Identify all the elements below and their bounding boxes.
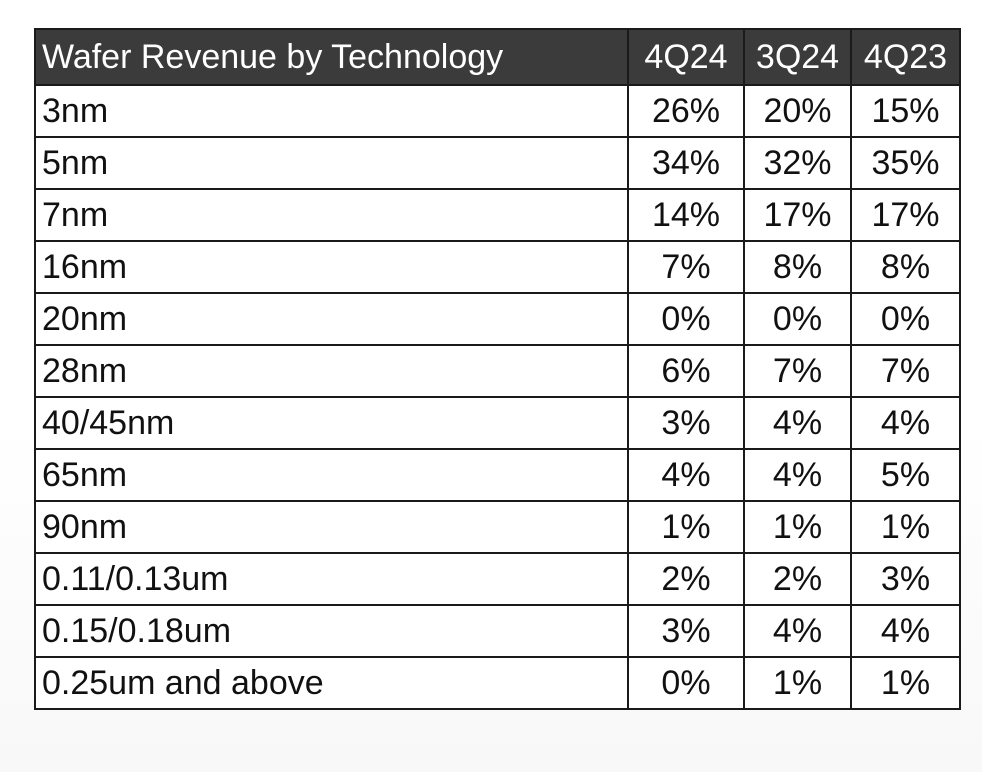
column-header-4q23: 4Q23 [850,28,961,86]
column-header-3q24: 3Q24 [743,28,852,86]
row-label: 3nm [34,84,629,138]
cell-4q23: 5% [850,448,961,502]
table-row: 90nm 1% 1% 1% [34,500,961,554]
wafer-revenue-table: Wafer Revenue by Technology 4Q24 3Q24 4Q… [34,28,961,710]
cell-4q23: 17% [850,188,961,242]
row-label: 90nm [34,500,629,554]
cell-4q23: 7% [850,344,961,398]
table-row: 40/45nm 3% 4% 4% [34,396,961,450]
cell-4q23: 4% [850,396,961,450]
table-body: 3nm 26% 20% 15% 5nm 34% 32% 35% 7nm 14% 17% 17% 16nm… [34,84,961,710]
cell-4q23: 35% [850,136,961,190]
cell-4q23: 15% [850,84,961,138]
cell-4q24: 6% [627,344,745,398]
table-row: 7nm 14% 17% 17% [34,188,961,242]
cell-4q24: 14% [627,188,745,242]
cell-4q24: 7% [627,240,745,294]
cell-4q24: 26% [627,84,745,138]
cell-4q23: 0% [850,292,961,346]
cell-4q24: 0% [627,292,745,346]
table-row: 0.15/0.18um 3% 4% 4% [34,604,961,658]
cell-4q24: 1% [627,500,745,554]
cell-3q24: 7% [743,344,852,398]
table-row: 16nm 7% 8% 8% [34,240,961,294]
cell-3q24: 32% [743,136,852,190]
row-label: 20nm [34,292,629,346]
cell-3q24: 4% [743,448,852,502]
cell-4q24: 3% [627,396,745,450]
row-label: 65nm [34,448,629,502]
table-row: 5nm 34% 32% 35% [34,136,961,190]
table-row: 28nm 6% 7% 7% [34,344,961,398]
cell-3q24: 8% [743,240,852,294]
cell-3q24: 0% [743,292,852,346]
cell-3q24: 17% [743,188,852,242]
row-label: 40/45nm [34,396,629,450]
table-row: 0.25um and above 0% 1% 1% [34,656,961,710]
cell-3q24: 20% [743,84,852,138]
cell-4q24: 34% [627,136,745,190]
cell-4q24: 0% [627,656,745,710]
cell-4q24: 3% [627,604,745,658]
table-row: 0.11/0.13um 2% 2% 3% [34,552,961,606]
row-label: 0.15/0.18um [34,604,629,658]
row-label: 0.11/0.13um [34,552,629,606]
row-label: 28nm [34,344,629,398]
cell-4q24: 2% [627,552,745,606]
table-row: 20nm 0% 0% 0% [34,292,961,346]
row-label: 0.25um and above [34,656,629,710]
row-label: 16nm [34,240,629,294]
column-header-4q24: 4Q24 [627,28,745,86]
table-row: 65nm 4% 4% 5% [34,448,961,502]
row-label: 5nm [34,136,629,190]
cell-3q24: 4% [743,604,852,658]
cell-4q23: 1% [850,500,961,554]
cell-4q23: 8% [850,240,961,294]
header-row: Wafer Revenue by Technology 4Q24 3Q24 4Q… [34,28,961,86]
row-label: 7nm [34,188,629,242]
table-title: Wafer Revenue by Technology [34,28,629,86]
cell-4q23: 4% [850,604,961,658]
table-row: 3nm 26% 20% 15% [34,84,961,138]
cell-3q24: 2% [743,552,852,606]
cell-4q23: 3% [850,552,961,606]
cell-3q24: 1% [743,500,852,554]
cell-3q24: 1% [743,656,852,710]
cell-3q24: 4% [743,396,852,450]
cell-4q24: 4% [627,448,745,502]
cell-4q23: 1% [850,656,961,710]
